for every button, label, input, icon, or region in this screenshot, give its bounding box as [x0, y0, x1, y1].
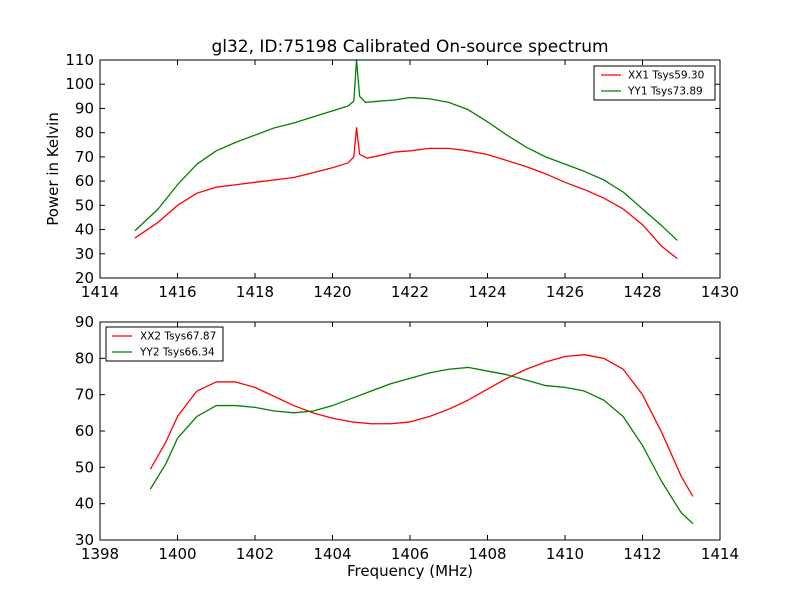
top-y-tick-label: 60 — [75, 172, 94, 190]
bottom-y-tick-label: 40 — [75, 495, 94, 513]
top-y-axis-label: Power in Kelvin — [44, 112, 62, 226]
legend-xx1-label: XX1 Tsys59.30 — [628, 70, 704, 82]
top-series-yy-line — [134, 59, 678, 241]
top-y-tick-label: 20 — [75, 269, 94, 287]
bottom-subplot: Frequency (MHz) 1398 1400 1402 1404 1406 1408… — [75, 313, 739, 580]
bottom-x-tick-label: 1412 — [623, 545, 661, 563]
bottom-y-tick-label: 90 — [75, 313, 94, 331]
bottom-x-tick-label: 1406 — [391, 545, 429, 563]
top-y-tick-label: 100 — [65, 75, 94, 93]
top-y-tick-label: 40 — [75, 221, 94, 239]
top-y-tick-label: 90 — [75, 99, 94, 117]
bottom-y-tick-label: 30 — [75, 531, 94, 549]
top-x-tick-label: 1424 — [468, 283, 506, 301]
bottom-x-tick-label: 1400 — [158, 545, 196, 563]
top-y-tick-label: 50 — [75, 196, 94, 214]
legend-xx2-label: XX2 Tsys67.87 — [140, 331, 216, 343]
top-series-xx-line — [134, 127, 678, 260]
bottom-x-tick-label: 1410 — [546, 545, 584, 563]
bottom-y-tick-label: 50 — [75, 458, 94, 476]
bottom-series-yy-line — [149, 366, 694, 525]
bottom-x-tick-label: 1402 — [236, 545, 274, 563]
top-x-tick-label: 1422 — [391, 283, 429, 301]
bottom-y-tick-label: 70 — [75, 386, 94, 404]
bottom-x-tick-label: 1408 — [468, 545, 506, 563]
top-x-tick-label: 1430 — [701, 283, 739, 301]
bottom-legend-box — [105, 326, 224, 362]
bottom-x-tick-label: 1404 — [313, 545, 351, 563]
legend-yy2-label: YY2 Tsys66.34 — [139, 347, 215, 359]
top-x-tick-label: 1418 — [236, 283, 274, 301]
bottom-x-tick-label: 1398 — [81, 545, 119, 563]
top-x-tick-label: 1426 — [546, 283, 584, 301]
top-x-tick-label: 1416 — [158, 283, 196, 301]
top-legend-box — [593, 65, 716, 101]
top-x-tick-label: 1420 — [313, 283, 351, 301]
top-plot-area: 1414 1416 1418 1420 1422 1424 1426 1428 1430 20 30… — [65, 51, 739, 301]
top-y-tick-label: 110 — [65, 51, 94, 69]
top-legend: XX1 Tsys59.30 YY1 Tsys73.89 — [593, 65, 716, 101]
top-subplot: gl32, ID:75198 Calibrated On-source spec… — [44, 37, 739, 301]
bottom-y-tick-label: 60 — [75, 422, 94, 440]
bottom-legend: XX2 Tsys67.87 YY2 Tsys66.34 — [105, 326, 224, 362]
top-y-tick-label: 70 — [75, 148, 94, 166]
legend-yy1-label: YY1 Tsys73.89 — [627, 86, 703, 98]
bottom-x-axis-label: Frequency (MHz) — [347, 562, 473, 580]
bottom-series-xx-line — [149, 354, 694, 497]
top-y-tick-label: 80 — [75, 124, 94, 142]
bottom-plot-area: 1398 1400 1402 1404 1406 1408 1410 1412 1414 30 40… — [75, 313, 739, 563]
top-x-tick-label: 1428 — [623, 283, 661, 301]
bottom-x-tick-label: 1414 — [701, 545, 739, 563]
bottom-y-tick-label: 80 — [75, 349, 94, 367]
top-x-tick-label: 1414 — [81, 283, 119, 301]
top-y-tick-label: 30 — [75, 245, 94, 263]
chart-title: gl32, ID:75198 Calibrated On-source spec… — [211, 37, 608, 57]
